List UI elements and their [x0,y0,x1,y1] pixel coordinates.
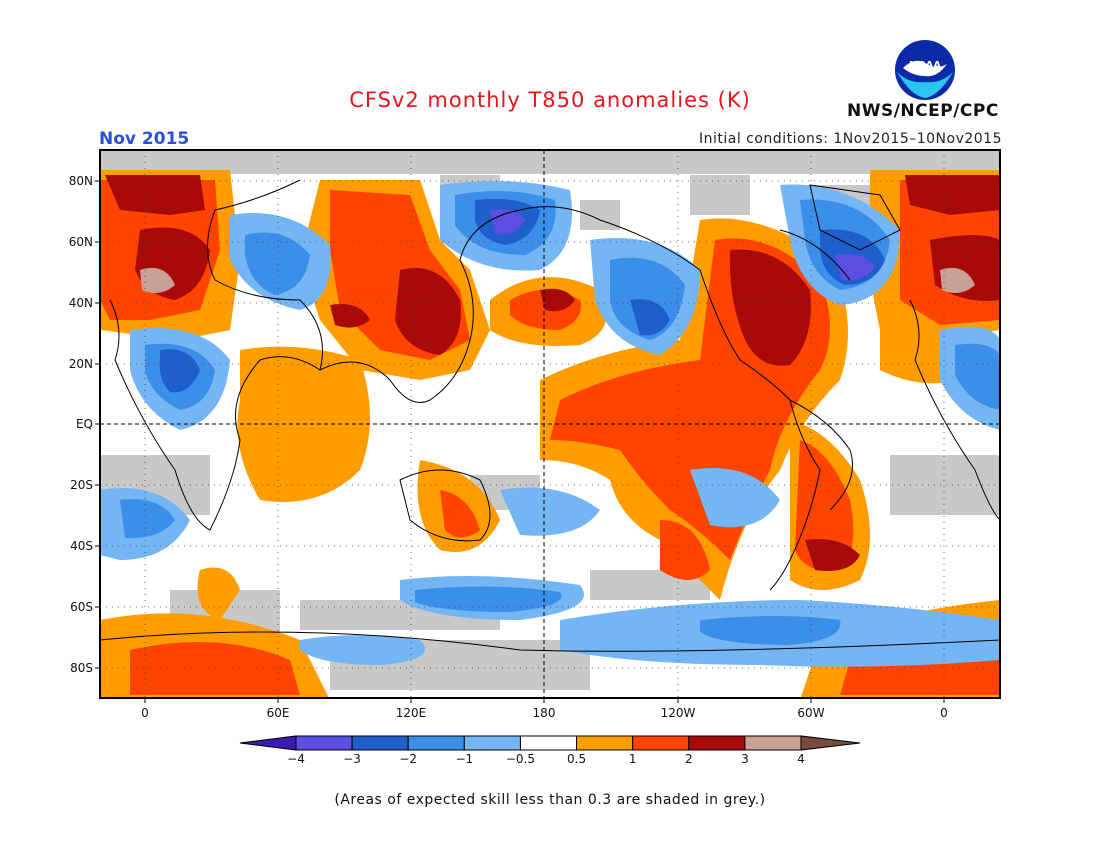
noaa-logo: NOAA [895,40,955,100]
positive-2-areas [105,175,1000,571]
longitude-label: 60E [267,706,290,720]
longitude-labels: 0 60E 120E 180 120W 60W 0 [141,698,948,720]
coastlines [100,179,1000,652]
colorbar-box [407,735,465,751]
latitude-label: 60N [69,235,93,249]
anomaly-fields [100,150,1000,698]
colorbar-label: −2 [399,752,417,766]
latitude-label: 80S [70,661,93,675]
longitude-label: 120E [396,706,427,720]
longitude-label: 60W [797,706,824,720]
latitude-label: 20N [69,357,93,371]
colorbar-label: −4 [287,752,305,766]
latitude-label: 20S [70,478,93,492]
latitude-label: 40N [69,296,93,310]
colorbar-label: −0.5 [506,752,535,766]
positive-4-areas [140,267,975,294]
colorbar-label: 3 [741,752,749,766]
latitude-label: 80N [69,174,93,188]
colorbar-label: 4 [797,752,805,766]
colorbar-label: 1 [629,752,637,766]
graticule [100,150,1000,698]
month-label: Nov 2015 [99,129,190,149]
latitude-label: 40S [70,539,93,553]
organization-label: NWS/NCEP/CPC [847,101,999,121]
longitude-label: 0 [141,706,149,720]
colorbar-box [744,735,802,751]
colorbar-label: −1 [455,752,473,766]
longitude-label: 180 [533,706,556,720]
colorbar-box [576,735,634,751]
colorbar-high-arrow [800,735,861,751]
skill-note: (Areas of expected skill less than 0.3 a… [334,792,766,808]
noaa-logo-text: NOAA [909,60,941,71]
colorbar-labels: −4 −3 −2 −1 −0.5 0.5 1 2 3 4 [287,752,805,766]
longitude-label: 0 [940,706,948,720]
colorbar-box [519,735,578,751]
colorbar-box [351,735,409,751]
latitude-labels: 80N 60N 40N 20N EQ 20S 40S 60S 80S [69,174,100,675]
colorbar-box [295,735,353,751]
longitude-label: 120W [661,706,696,720]
colorbar-label: 2 [685,752,693,766]
colorbar-box [632,735,690,751]
colorbar [239,735,861,751]
colorbar-low-arrow [239,735,297,751]
colorbar-label: −3 [343,752,361,766]
initial-conditions-label: Initial conditions: 1Nov2015–10Nov2015 [698,131,1002,147]
colorbar-box [688,735,746,751]
colorbar-label: 0.5 [567,752,586,766]
colorbar-box [463,735,521,751]
chart-title: CFSv2 monthly T850 anomalies (K) [349,88,751,112]
latitude-label: EQ [76,417,93,431]
latitude-label: 60S [70,600,93,614]
